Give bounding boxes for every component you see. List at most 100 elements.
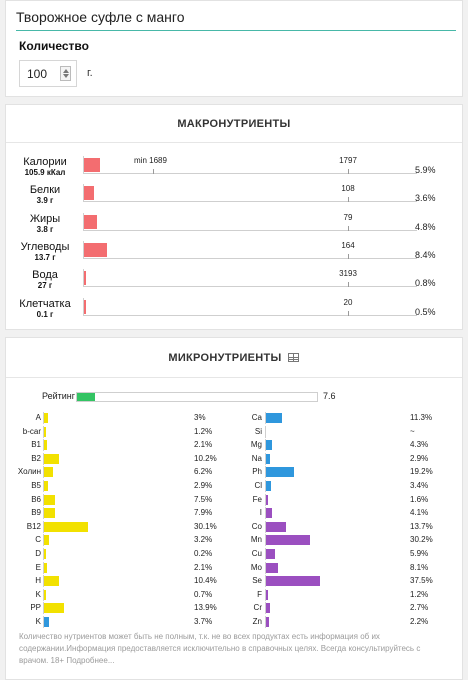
norm-marker: [348, 225, 349, 231]
mineral-name: Cl: [254, 481, 262, 490]
mineral-bar: [266, 508, 272, 519]
mineral-name: Fe: [252, 494, 262, 504]
vitamin-percent: 10.2%: [194, 453, 217, 463]
macro-track: 79: [83, 212, 417, 231]
vitamin-track: [43, 575, 189, 588]
vitamin-track: [43, 425, 189, 438]
vitamin-row: A 3%: [6, 412, 221, 424]
mineral-row: Fe 1.6%: [232, 493, 464, 506]
macro-row: Белки 3.9 г 108 3.6%: [6, 184, 464, 212]
vitamin-name: K: [35, 589, 41, 599]
vitamin-row: H 10.4%: [6, 575, 221, 588]
vitamin-percent: 7.9%: [194, 508, 213, 518]
mineral-percent: 30.2%: [410, 535, 433, 545]
mineral-row: Mo 8.1%: [232, 561, 464, 574]
mineral-name: Zn: [252, 617, 262, 626]
macro-name: Углеводы: [20, 240, 70, 253]
micronutrients-card: МИКРОНУТРИЕНТЫ Рейтинг 7.6 A 3% b-car 1.2% B…: [5, 337, 463, 680]
macro-row: Калории 105.9 кКал 1797 min 1689 5.9%: [6, 156, 464, 184]
vitamin-track: [43, 548, 189, 560]
mineral-percent: 2.2%: [410, 617, 429, 626]
product-card: Творожное суфле с манго Количество 100 г…: [5, 0, 463, 97]
macro-name: Белки: [29, 184, 61, 197]
mineral-row: Mg 4.3%: [232, 439, 464, 452]
mineral-track: [265, 480, 403, 492]
mineral-track: [265, 616, 403, 628]
macro-norm-value: 1797: [339, 156, 357, 165]
vitamin-track: [43, 452, 189, 465]
vitamin-bar: [44, 617, 50, 627]
micronutrients-header: МИКРОНУТРИЕНТЫ: [6, 338, 462, 378]
mineral-row: Si ~: [232, 425, 464, 438]
vitamin-percent: 6.2%: [194, 467, 213, 477]
mineral-track: [265, 439, 403, 452]
vitamin-track: [43, 412, 189, 424]
mineral-percent: 19.2%: [410, 467, 433, 477]
mineral-row: Mn 30.2%: [232, 534, 464, 547]
vitamin-track: [43, 534, 189, 547]
vitamin-percent: 3.2%: [194, 535, 213, 545]
vitamin-bar: [44, 508, 56, 519]
macro-norm-value: 164: [341, 240, 355, 250]
mineral-row: Cr 2.7%: [232, 602, 464, 615]
mineral-row: Ca 11.3%: [232, 412, 464, 424]
vitamin-bar: [44, 603, 65, 614]
macro-row: Вода 27 г 3193 0.8%: [6, 269, 464, 297]
vitamin-bar: [44, 562, 48, 573]
macro-name: Клетчатка: [19, 297, 71, 310]
norm-marker: [348, 253, 349, 259]
mineral-name: Cr: [253, 603, 262, 613]
vitamin-row: K 0.7%: [6, 588, 221, 601]
chevron-up-icon[interactable]: [63, 69, 69, 73]
mineral-percent: 4.1%: [410, 508, 429, 518]
mineral-bar: [266, 535, 310, 546]
macro-row: Жиры 3.8 г 79 4.8%: [6, 212, 464, 241]
vitamin-percent: 10.4%: [194, 576, 217, 586]
vitamin-bar: [44, 453, 59, 464]
vitamin-name: B1: [31, 440, 41, 450]
quantity-input[interactable]: 100: [19, 60, 77, 87]
mineral-track: [265, 602, 403, 615]
mineral-bar: [266, 549, 275, 559]
mineral-bar: [266, 494, 269, 505]
mineral-track: [265, 520, 403, 533]
macro-track: 20: [83, 297, 417, 316]
mineral-name: Na: [251, 453, 262, 463]
quantity-stepper[interactable]: [60, 66, 71, 81]
macro-bar: [84, 299, 86, 314]
vitamin-row: B9 7.9%: [6, 507, 221, 520]
vitamin-name: PP: [30, 603, 41, 613]
mineral-bar: [266, 589, 268, 600]
mineral-bar: [266, 453, 271, 464]
rating-value: 7.6: [323, 391, 336, 401]
vitamin-row: b-car 1.2%: [6, 425, 221, 438]
macro-amount: 0.1 г: [36, 309, 54, 319]
mineral-track: [265, 588, 403, 601]
macro-amount: 3.8 г: [36, 224, 54, 234]
mineral-bar: [266, 467, 294, 478]
macro-amount: 13.7 г: [34, 252, 56, 262]
chevron-down-icon[interactable]: [63, 74, 69, 78]
vitamin-name: B2: [31, 453, 41, 463]
mineral-bar: [266, 576, 321, 587]
macronutrients-card: МАКРОНУТРИЕНТЫ Калории 105.9 кКал 1797 min …: [5, 104, 463, 330]
table-icon[interactable]: [288, 353, 299, 362]
mineral-track: [265, 548, 403, 560]
vitamin-name: b-car: [22, 426, 41, 436]
disclaimer-text: Количество нутриентов может быть не полн…: [19, 632, 421, 665]
macro-track: 1797 min 1689: [83, 156, 417, 174]
mineral-row: Na 2.9%: [232, 452, 464, 465]
vitamin-name: A: [35, 413, 41, 422]
vitamin-bar: [44, 481, 49, 491]
vitamin-row: PP 13.9%: [6, 602, 221, 615]
vitamin-name: Холин: [17, 467, 41, 477]
mineral-percent: 5.9%: [410, 549, 429, 558]
macro-row: Клетчатка 0.1 г 20 0.5%: [6, 297, 464, 326]
mineral-row: F 1.2%: [232, 588, 464, 601]
vitamin-track: [43, 616, 189, 628]
vitamin-row: E 2.1%: [6, 561, 221, 574]
macro-name: Калории: [23, 156, 67, 168]
mineral-percent: 1.6%: [410, 494, 429, 504]
norm-marker: [348, 282, 349, 288]
macro-percent: 5.9%: [415, 165, 436, 175]
